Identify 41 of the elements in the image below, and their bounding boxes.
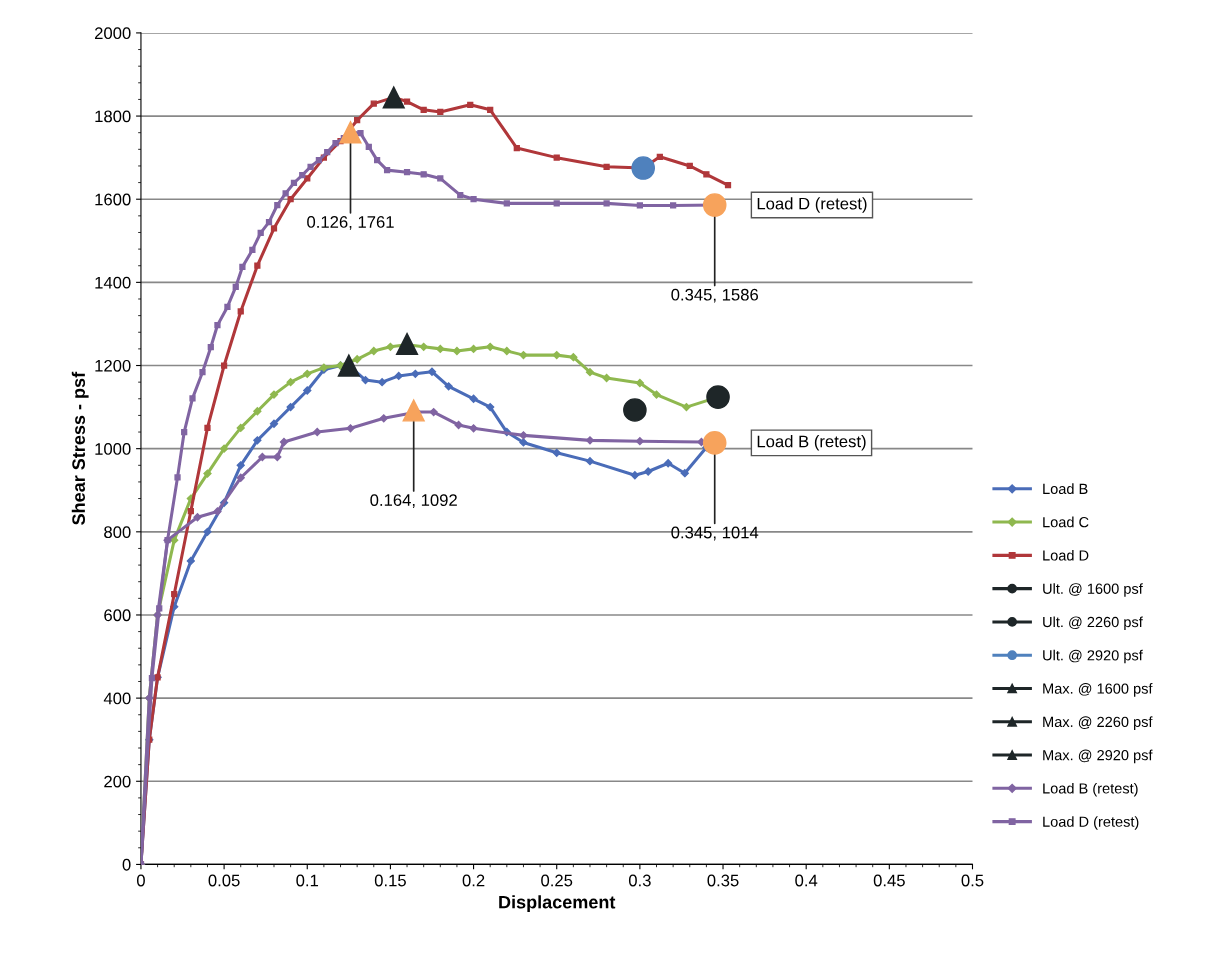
legend-label: Ult. @ 2920 psf [1043, 649, 1143, 664]
x-tick-label: 0.15 [374, 874, 406, 887]
y-tick-label: 1000 [95, 443, 131, 455]
legend-label: Max. @ 2260 psf [1043, 716, 1153, 730]
x-tick-label: 0.35 [707, 874, 739, 887]
legend-label: Max. @ 1600 psf [1043, 683, 1153, 697]
legend-label: Load D (retest) [1043, 816, 1139, 830]
x-tick-label: 0.1 [296, 874, 319, 887]
y-tick-label: 0 [122, 858, 131, 871]
y-axis-title: Shear Stress - psf [71, 371, 89, 525]
x-tick-label: 0.05 [208, 874, 240, 887]
x-tick-label: 0.2 [462, 874, 485, 887]
legend-label: Max. @ 2920 psf [1043, 749, 1153, 764]
y-tick-label: 800 [104, 526, 131, 539]
y-tick-label: 2000 [94, 27, 131, 40]
annotation: 0.126, 1761 [307, 216, 394, 230]
x-tick-label: 0.3 [628, 874, 651, 887]
x-tick-label: 0.25 [541, 874, 573, 887]
legend-label: Load D [1043, 549, 1089, 561]
x-tick-label: 0.45 [873, 874, 905, 887]
annotation: 0.345, 1586 [671, 288, 759, 303]
x-tick-label: 0 [136, 874, 145, 887]
x-axis-title: Displacement [499, 895, 616, 913]
annotation: Load B (retest) [757, 435, 866, 451]
y-tick-label: 1600 [95, 193, 131, 206]
annotation: 0.164, 1092 [370, 494, 457, 508]
legend-label: Load B (retest) [1043, 782, 1138, 797]
x-tick-label: 0.5 [961, 874, 984, 887]
annotation: Load D (retest) [757, 197, 867, 213]
y-tick-label: 1200 [95, 359, 131, 372]
y-tick-label: 1800 [95, 110, 131, 123]
y-tick-label: 400 [103, 692, 131, 705]
y-tick-label: 600 [104, 609, 131, 622]
y-tick-label: 1400 [95, 276, 131, 289]
annotation: 0.345, 1014 [671, 526, 759, 541]
x-tick-label: 0.4 [795, 874, 818, 887]
legend-label: Ult. @ 2260 psf [1043, 616, 1143, 631]
legend-label: Ult. @ 1600 psf [1043, 583, 1143, 597]
legend-label: Load C [1043, 516, 1089, 528]
legend-label: Load B [1043, 483, 1088, 495]
y-tick-label: 200 [104, 775, 131, 788]
